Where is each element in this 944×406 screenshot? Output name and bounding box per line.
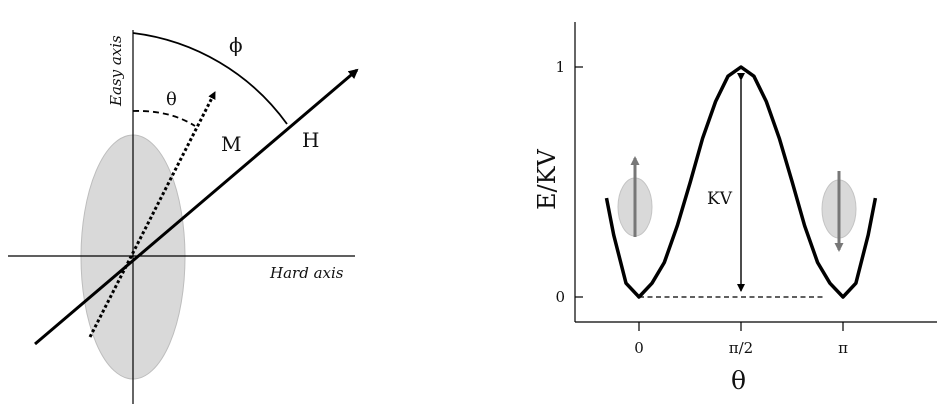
theta-label: θ: [166, 89, 177, 110]
y-axis-label: E/KV: [533, 148, 561, 210]
field-h-arrow: [34, 68, 359, 346]
right-plot: 0 π/2 π 01 KV E/KV θ: [533, 22, 937, 395]
hard-axis-label: Hard axis: [269, 264, 344, 282]
x-tick-label: π: [838, 339, 848, 357]
x-axis-label: θ: [731, 366, 746, 395]
phi-arc: [132, 32, 288, 125]
left-diagram: Easy axis Hard axis ϕ θ M H: [8, 30, 359, 404]
x-tick-label: π/2: [729, 339, 753, 357]
energy-curve: [604, 65, 878, 299]
particle-down-icon: [821, 171, 857, 252]
kv-annotation: KV: [707, 189, 733, 209]
y-ticks: 01: [555, 58, 583, 306]
h-label: H: [302, 128, 319, 152]
theta-arc: [132, 110, 196, 127]
x-tick-label: 0: [634, 339, 644, 357]
easy-axis-label: Easy axis: [107, 35, 125, 107]
magnetization-m-arrow: [88, 91, 217, 338]
y-tick-label: 1: [555, 58, 565, 76]
m-label: M: [221, 132, 241, 156]
particle-up-icon: [617, 156, 653, 237]
y-tick-label: 0: [555, 288, 565, 306]
phi-label: ϕ: [229, 33, 243, 57]
x-ticks: 0 π/2 π: [634, 322, 848, 357]
